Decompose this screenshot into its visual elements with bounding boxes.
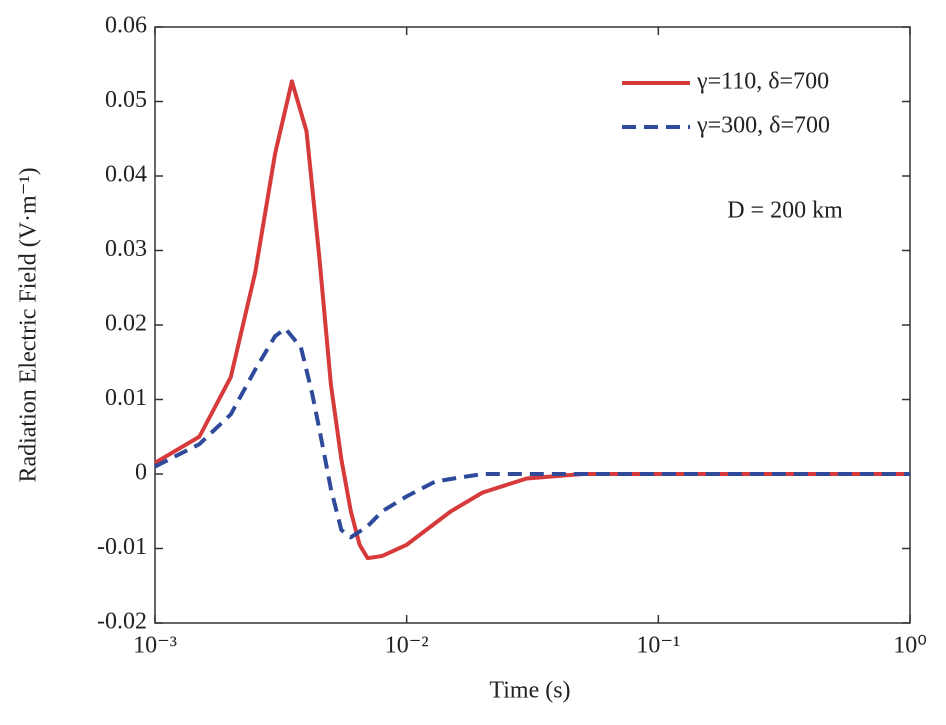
y-axis-label: Radiation Electric Field (V·m⁻¹) [16,167,42,482]
y-tick-label: 0.06 [105,13,147,39]
legend-label: γ=110, δ=700 [696,69,829,95]
y-tick-label: -0.01 [97,534,147,560]
legend-label: γ=300, δ=700 [696,113,830,139]
x-tick-label: 10⁰ [893,633,927,659]
x-tick-label: 10⁻¹ [636,633,680,659]
y-tick-label: -0.02 [97,609,147,635]
series-line [153,79,910,561]
y-tick-label: 0.03 [105,236,147,262]
x-tick-label: 10⁻³ [133,633,177,659]
x-tick-label: 10⁻² [385,633,429,659]
annotation: D = 200 km [727,198,843,224]
x-axis-label: Time (s) [489,678,570,704]
y-tick-label: 0.01 [105,385,147,411]
y-tick-label: 0.04 [105,162,147,188]
y-tick-label: 0.05 [105,87,147,113]
series-line [154,326,910,540]
y-tick-label: 0.02 [105,311,147,337]
y-tick-label: 0 [135,460,147,486]
